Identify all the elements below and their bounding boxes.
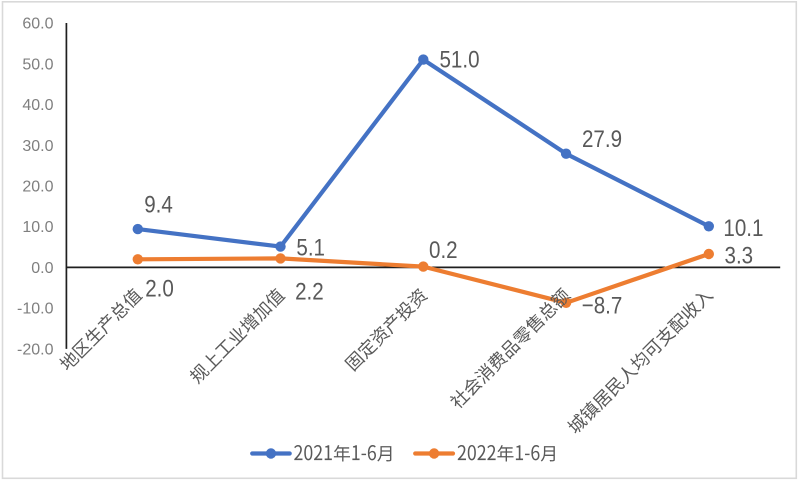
svg-text:50.0: 50.0	[22, 56, 53, 73]
svg-text:-20.0: -20.0	[17, 342, 54, 359]
svg-text:0.2: 0.2	[429, 236, 458, 263]
svg-text:−8.7: −8.7	[582, 292, 623, 319]
svg-text:51.0: 51.0	[439, 46, 479, 73]
svg-text:20.0: 20.0	[22, 179, 53, 196]
svg-text:10.1: 10.1	[723, 214, 763, 241]
svg-text:30.0: 30.0	[22, 138, 53, 155]
svg-text:5.1: 5.1	[296, 234, 325, 261]
svg-text:2.0: 2.0	[145, 275, 174, 302]
svg-text:10.0: 10.0	[22, 219, 53, 236]
svg-text:27.9: 27.9	[582, 125, 622, 152]
svg-text:9.4: 9.4	[144, 191, 173, 218]
svg-text:-10.0: -10.0	[17, 301, 54, 318]
svg-text:60.0: 60.0	[22, 16, 53, 33]
svg-text:40.0: 40.0	[22, 97, 53, 114]
svg-text:0.0: 0.0	[31, 260, 53, 277]
svg-text:2.2: 2.2	[295, 278, 324, 305]
svg-text:3.3: 3.3	[725, 242, 754, 269]
